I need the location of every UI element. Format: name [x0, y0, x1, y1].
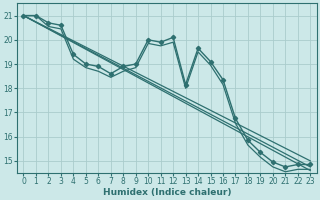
X-axis label: Humidex (Indice chaleur): Humidex (Indice chaleur) [103, 188, 231, 197]
